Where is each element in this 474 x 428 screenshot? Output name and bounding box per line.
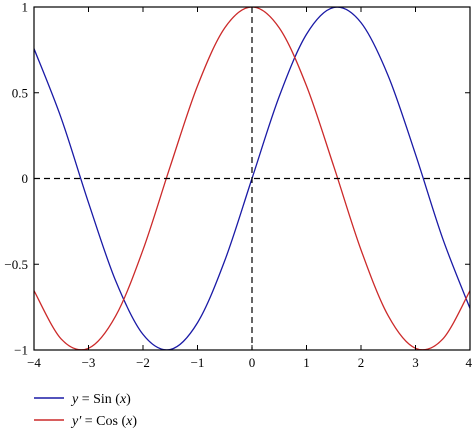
y-tick-label: 1 <box>22 0 29 15</box>
x-tick-label: −1 <box>191 355 205 370</box>
x-tick-label: 2 <box>358 355 365 370</box>
x-tick-label: 1 <box>303 355 310 370</box>
legend: y = Sin (x) y′ = Cos (x) <box>34 392 137 428</box>
y-tick-label: 0.5 <box>12 85 28 100</box>
x-tick-label: −2 <box>136 355 150 370</box>
legend-label-cos: y′ = Cos (x) <box>70 414 137 428</box>
x-tick-label: 3 <box>412 355 419 370</box>
x-tick-label: −3 <box>82 355 96 370</box>
y-tick-label: 0 <box>22 171 29 186</box>
x-tick-label: −4 <box>27 355 41 370</box>
y-tick-label: −1 <box>14 343 28 358</box>
x-tick-label: 0 <box>249 355 256 370</box>
x-tick-label: 4 <box>466 355 473 370</box>
plot-area <box>34 7 470 350</box>
axes: −4 −3 −2 −1 0 1 2 3 4 −1 −0.5 0 0.5 1 <box>4 0 472 370</box>
y-tick-label: −0.5 <box>4 257 28 272</box>
series-line-cos <box>34 7 470 350</box>
legend-label-sin: y = Sin (x) <box>70 392 131 407</box>
